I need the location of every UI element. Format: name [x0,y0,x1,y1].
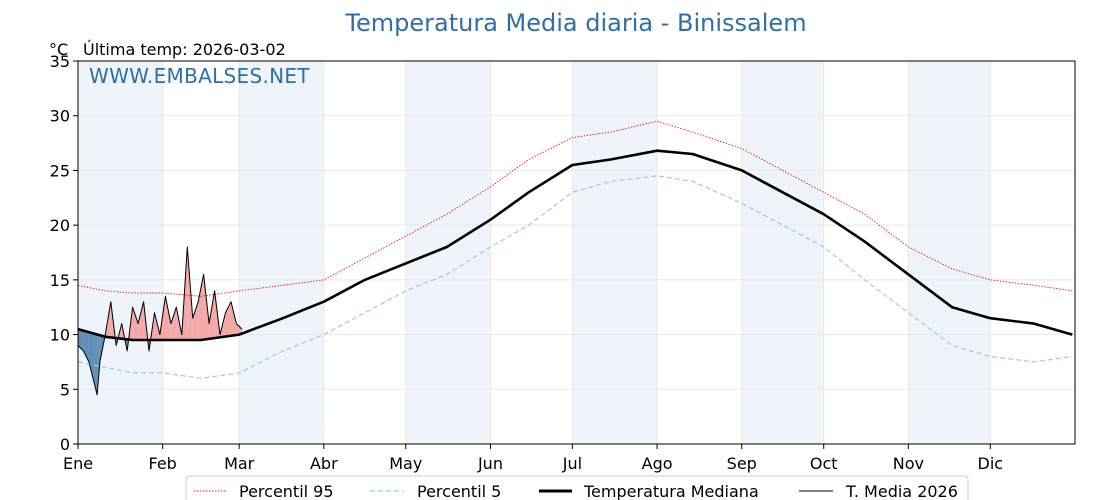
series-lines [77,120,1073,396]
legend: Percentil 95 Percentil 5 Temperatura Med… [185,475,969,500]
legend-label-median: Temperatura Mediana [583,482,759,500]
y-axis: 0 5 10 15 20 25 30 35 [50,52,78,454]
legend-label-p95: Percentil 95 [239,482,334,500]
anomaly-fill-below [97,334,100,395]
y-tick-label: 15 [50,271,70,290]
anomaly-fill-below [83,330,89,362]
anomaly-fill-above [132,307,139,341]
anomaly-fill-above [198,274,204,341]
last-temp-label: Última temp: 2026-03-02 [83,40,286,59]
x-tick-label: Feb [149,454,177,473]
x-axis: Ene Feb Mar Abr May Jun Jul Ago Sep Oct Nov Dic [63,444,1003,473]
x-tick-label: Dic [978,454,1004,473]
anomaly-fill-above [236,323,242,335]
y-tick-label: 5 [60,380,70,399]
x-tick-label: Ago [642,454,673,473]
month-band [405,61,491,444]
anomaly-fill-below [94,333,98,395]
y-tick-label: 35 [50,52,70,71]
unit-label: °C [49,40,68,59]
y-tick-label: 25 [50,161,70,180]
x-tick-label: Abr [310,454,338,473]
series-line-p95 [77,120,1073,297]
watermark: WWW.EMBALSES.NET [89,64,310,88]
x-tick-label: Ene [63,454,93,473]
series-line-p5 [77,175,1073,379]
month-band [572,61,658,444]
anomaly-fill-above [230,301,237,336]
anomaly-fill-above [170,307,177,341]
x-tick-label: Mar [224,454,255,473]
month-bands [78,61,991,444]
month-band [239,61,324,444]
month-band [908,61,991,444]
month-band [741,61,824,444]
anomaly-fill-below [88,332,95,384]
x-tick-label: Oct [810,454,838,473]
legend-label-p5: Percentil 5 [417,482,501,500]
anomaly-fill-above [165,296,171,341]
chart-title: Temperatura Media diaria - Binissalem [344,9,806,37]
x-tick-label: Jul [562,454,582,473]
legend-box [185,475,969,500]
x-tick-label: Nov [893,454,924,473]
plot-frame [77,60,1076,445]
anomaly-fill-below [78,329,84,351]
y-tick-label: 20 [50,216,70,235]
x-tick-label: May [389,454,422,473]
anomaly-fill-above [192,301,199,341]
series-line-median [77,149,1073,342]
y-tick-label: 30 [50,107,70,126]
series-line-current [77,246,243,396]
month-band [78,61,163,444]
y-tick-label: 0 [60,435,70,454]
x-tick-label: Jun [477,454,503,473]
y-tick-label: 10 [50,326,70,345]
anomaly-fill-above [209,290,215,339]
x-tick-label: Sep [727,454,757,473]
anomaly-fill-above [138,301,144,341]
legend-label-current: T. Media 2026 [845,482,958,500]
